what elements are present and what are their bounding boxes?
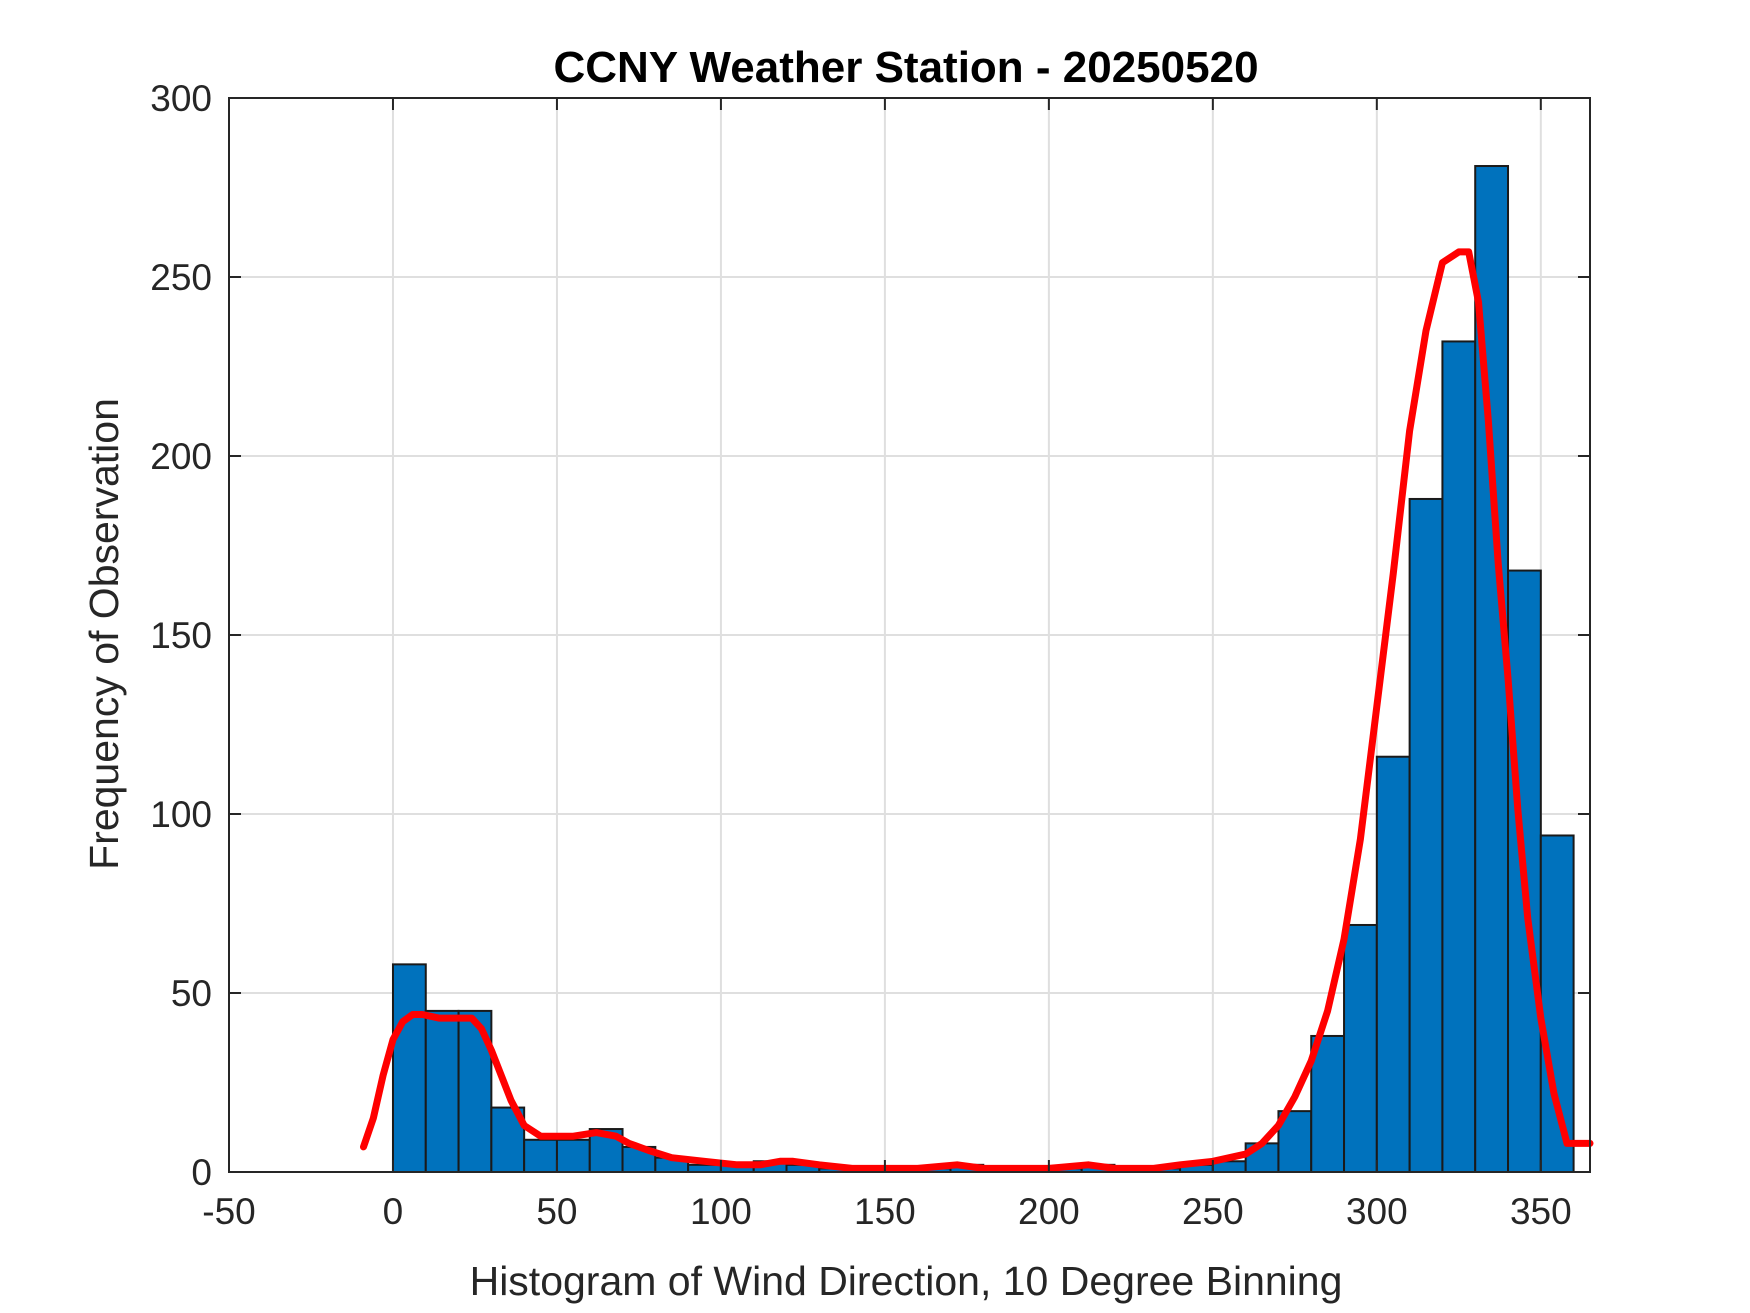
histogram-bar (391, 963, 427, 1173)
fit-curve-group (360, 248, 1594, 1172)
x-axis-label: Histogram of Wind Direction, 10 Degree B… (470, 1258, 1343, 1304)
x-tick-label: 200 (1018, 1191, 1080, 1232)
histogram-bar (555, 1138, 591, 1174)
histogram-bar (424, 1009, 460, 1174)
fit-curve-line (360, 248, 1594, 1172)
x-tick-label: 0 (383, 1191, 404, 1232)
axes: -50 0 50 100 150 200 250 300 3500501001502002503… (150, 78, 1591, 1232)
x-tick-label: 350 (1510, 1191, 1572, 1232)
x-tick-label: 250 (1182, 1191, 1244, 1232)
chart-title: CCNY Weather Station - 20250520 (553, 43, 1258, 92)
y-tick-label: 0 (191, 1152, 212, 1193)
y-tick-label: 100 (150, 794, 212, 835)
histogram-bar (523, 1138, 558, 1174)
y-tick-label: 200 (150, 436, 212, 477)
x-tick-label: -50 (202, 1191, 255, 1232)
x-tick-label: 100 (690, 1191, 752, 1232)
x-tick-label: 150 (854, 1191, 916, 1232)
y-axis-label: Frequency of Observation (81, 398, 127, 870)
histogram-bar (1408, 497, 1444, 1173)
y-tick-label: 250 (150, 257, 212, 298)
y-tick-label: 300 (150, 78, 212, 119)
histogram-bars (391, 165, 1575, 1174)
y-tick-label: 50 (171, 973, 212, 1014)
histogram-bar (1375, 755, 1411, 1173)
x-tick-label: 50 (536, 1191, 577, 1232)
histogram-bar (1539, 834, 1575, 1173)
histogram-bar (1441, 340, 1477, 1173)
histogram-bar (1343, 923, 1378, 1173)
x-tick-label: 300 (1346, 1191, 1408, 1232)
y-tick-label: 150 (150, 615, 212, 656)
